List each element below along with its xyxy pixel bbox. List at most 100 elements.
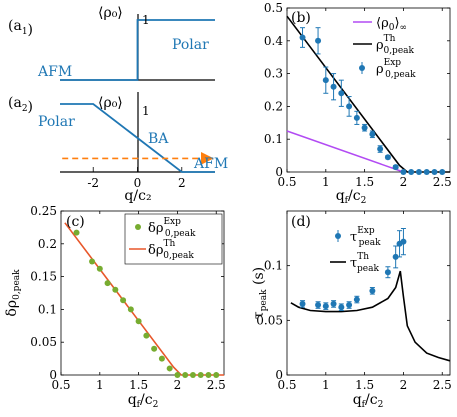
- a2-x-tick-label: 0: [134, 176, 142, 190]
- d-x-tick-label: 2.5: [433, 378, 452, 392]
- d-exp-point: [369, 287, 376, 294]
- c-y-tick-label: 0.1: [38, 302, 57, 316]
- b-legend-avg-0: 0: [389, 23, 395, 33]
- c-exp-point: [174, 372, 181, 378]
- b-x-tick-label: 1.5: [355, 175, 374, 189]
- b-exp-point: [431, 169, 438, 175]
- a2-annotation-afm: AFM: [193, 156, 228, 172]
- b-x-ticks: 0.5 1 1.5 2 2.5: [277, 8, 452, 189]
- b-exp-point: [415, 169, 422, 175]
- b-exp-point: [423, 169, 430, 175]
- b-x-tick-label: 2.5: [433, 175, 452, 189]
- b-legend-exp-sup: Exp: [384, 58, 402, 68]
- b-xlabel-2: 2: [361, 196, 367, 206]
- d-xlabel-f: f: [362, 400, 366, 410]
- b-legend-th-sub: 0,peak: [383, 46, 414, 56]
- c-xlabel: qf/c2: [128, 392, 159, 410]
- panel-label-a2: (a2): [8, 95, 33, 115]
- c-exp-point: [213, 372, 220, 378]
- c-y-tick-label: 0: [49, 368, 57, 382]
- c-exp-point: [120, 297, 127, 304]
- c-exp-point: [143, 332, 150, 339]
- b-series-rho-infinity: [286, 130, 404, 173]
- c-exp-point: [89, 258, 96, 265]
- d-x-tick-label: 1: [322, 378, 330, 392]
- c-exp-point: [135, 318, 142, 325]
- c-exp-point: [182, 372, 189, 378]
- c-x-tick-label: 2: [174, 378, 182, 392]
- panel-c: 0.5 1 1.5 2 2.5 00.050.10.150.20.25 (c) δρEx…: [4, 204, 226, 410]
- c-exp-point: [166, 365, 173, 372]
- c-exp-point: [197, 372, 204, 378]
- a1-ylabel: ⟨ρ₀⟩: [98, 5, 123, 21]
- b-y-tick-label: 0.2: [264, 99, 283, 113]
- panel-label-c: (c): [66, 214, 85, 230]
- b-exp-point: [322, 77, 329, 84]
- d-ylabel-sub: peak: [259, 289, 269, 311]
- b-exp-point: [299, 34, 306, 41]
- panel-a2: (a2) -2 0 2 ⟨ρ₀⟩ 1 Polar BA AFM q/c₂: [8, 92, 228, 204]
- c-x-tick-label: 1.5: [129, 378, 148, 392]
- a1-step-line: [60, 19, 215, 81]
- c-y-tick-label: 0.05: [30, 335, 57, 349]
- b-legend-exp-sub: 0,peak: [385, 70, 416, 80]
- panel-label-a2-sub: 2: [22, 104, 28, 114]
- b-y-tick-label: 0: [275, 165, 283, 179]
- b-series-rho-th: [286, 15, 450, 173]
- d-x-tick-label: 2: [400, 378, 408, 392]
- panel-a1: (a1) ⟨ρ₀⟩ 1 AFM Polar: [8, 5, 215, 81]
- d-legend-th: τTh peak: [350, 252, 379, 274]
- b-series-rho-exp: [299, 27, 446, 175]
- a2-ytick-1: 1: [142, 104, 150, 118]
- panel-label-a1-sub: 1: [22, 27, 28, 37]
- d-legend-th-sub: peak: [357, 264, 379, 274]
- c-legend-exp-sub: 0,peak: [165, 229, 196, 239]
- b-exp-point: [353, 114, 360, 121]
- d-legend-exp-sub: peak: [359, 238, 381, 248]
- c-exp-point: [112, 286, 119, 293]
- c-y-tick-label: 0.15: [30, 270, 57, 284]
- c-legend-th-sub: 0,peak: [163, 251, 194, 261]
- panel-label-a1: (a1): [8, 18, 33, 38]
- c-series-delta-rho-exp: [73, 229, 220, 378]
- c-exp-point: [205, 372, 212, 378]
- d-exp-point: [346, 302, 353, 309]
- b-xlabel-f: f: [345, 196, 349, 206]
- b-exp-point: [392, 164, 399, 171]
- b-exp-point: [330, 83, 337, 90]
- b-legend: ⟨ρ0⟩∞ ρTh 0,peak ρExp 0,peak: [353, 16, 416, 80]
- c-exp-point: [96, 265, 103, 272]
- d-x-ticks: 0.5 1 1.5 2 2.5: [277, 211, 452, 392]
- d-legend-th-sup: Th: [357, 252, 369, 262]
- c-x-tick-label: 2.5: [207, 378, 226, 392]
- c-y-tick-label: 0.25: [30, 204, 57, 218]
- b-x-tick-label: 0.5: [277, 175, 296, 189]
- c-x-tick-label: 0.5: [51, 378, 70, 392]
- a2-xlabel: q/c₂: [124, 188, 151, 204]
- b-legend-exp: ρExp 0,peak: [376, 58, 416, 80]
- c-exp-point: [151, 345, 158, 352]
- d-exp-point: [315, 302, 322, 309]
- c-legend: δρExp 0,peak δρTh 0,peak: [124, 213, 223, 265]
- b-exp-point: [408, 169, 415, 175]
- a2-order-parameter-line: [60, 103, 215, 173]
- b-exp-point: [400, 169, 407, 175]
- panel-label-d: (d): [291, 214, 311, 230]
- panel-b: 0.5 1 1.5 2 2.5 00.10.20.30.40.5 (b) ⟨ρ0⟩∞ ρ…: [264, 1, 452, 206]
- b-legend-avg-close: ⟩: [394, 16, 399, 31]
- d-xlabel-2: 2: [378, 400, 384, 410]
- b-exp-point: [338, 90, 345, 97]
- a2-x-tick-label: -2: [87, 176, 99, 190]
- d-legend-exp-sup: Exp: [357, 226, 375, 236]
- b-exp-point: [346, 103, 353, 110]
- b-xlabel: qf/c2: [336, 188, 367, 206]
- d-y-tick-label: 0.1: [264, 259, 283, 273]
- d-legend-exp: τExp peak: [350, 226, 381, 248]
- c-x-tick-label: 1: [96, 378, 104, 392]
- c-exp-point: [127, 306, 134, 313]
- d-exp-point: [392, 253, 399, 260]
- d-legend: τExp peak τTh peak: [330, 226, 381, 274]
- c-legend-box: [124, 213, 223, 265]
- b-exp-point: [439, 169, 446, 175]
